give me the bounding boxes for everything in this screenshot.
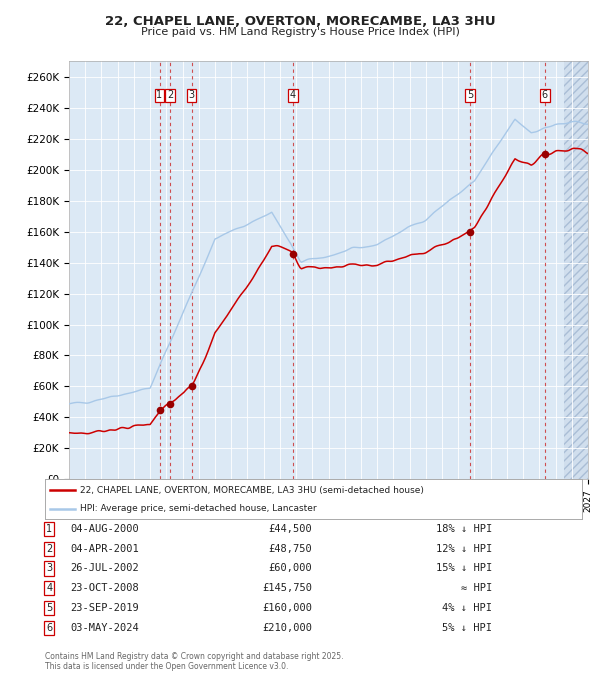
Text: 03-MAY-2024: 03-MAY-2024: [71, 623, 139, 632]
Text: 18% ↓ HPI: 18% ↓ HPI: [436, 524, 492, 534]
Text: 22, CHAPEL LANE, OVERTON, MORECAMBE, LA3 3HU: 22, CHAPEL LANE, OVERTON, MORECAMBE, LA3…: [104, 15, 496, 28]
Text: This data is licensed under the Open Government Licence v3.0.: This data is licensed under the Open Gov…: [45, 662, 289, 671]
Bar: [563, 61, 588, 479]
Text: 23-OCT-2008: 23-OCT-2008: [71, 583, 139, 593]
Text: ≈ HPI: ≈ HPI: [461, 583, 492, 593]
Text: £160,000: £160,000: [262, 603, 312, 613]
Text: £44,500: £44,500: [268, 524, 312, 534]
Text: 3: 3: [46, 564, 52, 573]
Text: £210,000: £210,000: [262, 623, 312, 632]
Text: 2: 2: [46, 544, 52, 554]
Text: 5: 5: [46, 603, 52, 613]
Bar: [563, 61, 588, 479]
Text: HPI: Average price, semi-detached house, Lancaster: HPI: Average price, semi-detached house,…: [80, 505, 317, 513]
Text: £60,000: £60,000: [268, 564, 312, 573]
Text: Contains HM Land Registry data © Crown copyright and database right 2025.: Contains HM Land Registry data © Crown c…: [45, 652, 343, 661]
Text: 23-SEP-2019: 23-SEP-2019: [71, 603, 139, 613]
Text: 4: 4: [290, 90, 296, 100]
Text: 1: 1: [46, 524, 52, 534]
Text: 04-APR-2001: 04-APR-2001: [71, 544, 139, 554]
Text: 4% ↓ HPI: 4% ↓ HPI: [442, 603, 492, 613]
Text: 12% ↓ HPI: 12% ↓ HPI: [436, 544, 492, 554]
Text: Price paid vs. HM Land Registry's House Price Index (HPI): Price paid vs. HM Land Registry's House …: [140, 27, 460, 37]
Text: 2: 2: [167, 90, 173, 100]
Text: 26-JUL-2002: 26-JUL-2002: [71, 564, 139, 573]
Text: 6: 6: [542, 90, 548, 100]
Text: £48,750: £48,750: [268, 544, 312, 554]
Text: 3: 3: [188, 90, 194, 100]
Text: £145,750: £145,750: [262, 583, 312, 593]
Text: 4: 4: [46, 583, 52, 593]
Text: 15% ↓ HPI: 15% ↓ HPI: [436, 564, 492, 573]
Text: 5: 5: [467, 90, 473, 100]
Text: 6: 6: [46, 623, 52, 632]
Text: 5% ↓ HPI: 5% ↓ HPI: [442, 623, 492, 632]
Text: 04-AUG-2000: 04-AUG-2000: [71, 524, 139, 534]
Text: 22, CHAPEL LANE, OVERTON, MORECAMBE, LA3 3HU (semi-detached house): 22, CHAPEL LANE, OVERTON, MORECAMBE, LA3…: [80, 486, 424, 495]
Text: 1: 1: [157, 90, 163, 100]
